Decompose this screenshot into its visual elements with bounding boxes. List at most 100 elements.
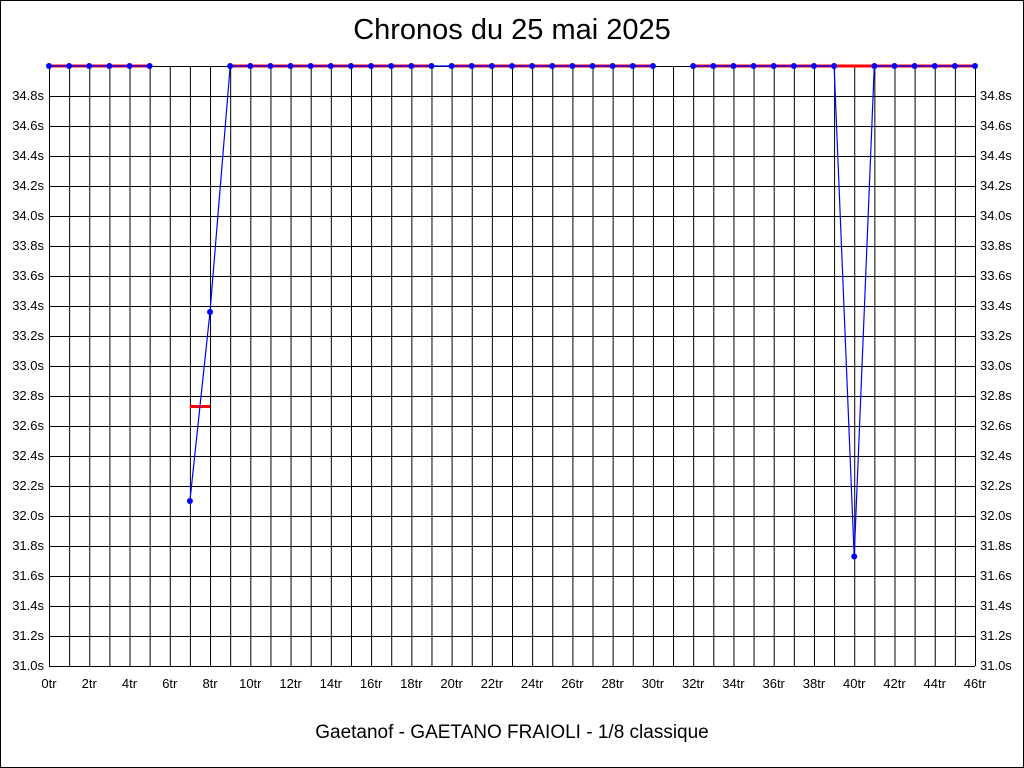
y-tick-label-right: 33.2s bbox=[980, 328, 1012, 343]
data-point bbox=[267, 63, 274, 69]
y-tick-label-right: 32.4s bbox=[980, 448, 1012, 463]
y-tick-label-left: 33.0s bbox=[12, 358, 44, 373]
y-tick-label-left: 34.0s bbox=[12, 208, 44, 223]
x-tick-label: 44tr bbox=[924, 676, 947, 691]
data-point bbox=[730, 63, 737, 69]
data-point bbox=[851, 553, 858, 560]
data-point bbox=[448, 63, 455, 69]
y-tick-label-left: 31.2s bbox=[12, 628, 44, 643]
y-tick-label-left: 32.6s bbox=[12, 418, 44, 433]
data-point bbox=[710, 63, 717, 69]
y-tick-label-right: 33.8s bbox=[980, 238, 1012, 253]
data-point bbox=[186, 498, 193, 504]
data-point bbox=[589, 63, 596, 69]
y-tick-label-left: 34.2s bbox=[12, 178, 44, 193]
data-point bbox=[529, 63, 536, 69]
data-point bbox=[86, 63, 93, 69]
y-tick-label-right: 34.6s bbox=[980, 118, 1012, 133]
data-point bbox=[126, 63, 133, 69]
data-point bbox=[287, 63, 294, 69]
x-tick-label: 36tr bbox=[762, 676, 785, 691]
x-tick-label: 46tr bbox=[964, 676, 987, 691]
data-point bbox=[750, 63, 757, 69]
data-point bbox=[690, 63, 697, 69]
data-point bbox=[931, 63, 938, 69]
y-tick-label-right: 33.4s bbox=[980, 298, 1012, 313]
y-tick-label-left: 31.4s bbox=[12, 598, 44, 613]
y-tick-label-left: 33.4s bbox=[12, 298, 44, 313]
x-tick-label: 28tr bbox=[601, 676, 624, 691]
data-point bbox=[790, 63, 797, 69]
x-tick-label: 40tr bbox=[843, 676, 866, 691]
x-tick-label: 20tr bbox=[440, 676, 463, 691]
y-tick-label-left: 31.0s bbox=[12, 658, 44, 673]
y-tick-label-left: 32.8s bbox=[12, 388, 44, 403]
y-tick-label-right: 33.0s bbox=[980, 358, 1012, 373]
data-point bbox=[227, 63, 234, 69]
x-tick-label: 30tr bbox=[642, 676, 665, 691]
y-tick-label-left: 32.0s bbox=[12, 508, 44, 523]
data-point bbox=[428, 63, 435, 69]
data-point bbox=[307, 63, 314, 69]
data-point bbox=[911, 63, 918, 69]
x-tick-label: 2tr bbox=[82, 676, 98, 691]
x-tick-label: 14tr bbox=[320, 676, 343, 691]
data-point bbox=[408, 63, 415, 69]
data-point bbox=[207, 309, 214, 315]
x-tick-label: 16tr bbox=[360, 676, 383, 691]
x-tick-label: 0tr bbox=[41, 676, 57, 691]
y-tick-label-left: 33.2s bbox=[12, 328, 44, 343]
data-point bbox=[629, 63, 636, 69]
data-point bbox=[347, 63, 354, 69]
data-point bbox=[972, 63, 978, 69]
data-point bbox=[66, 63, 73, 69]
data-point bbox=[106, 63, 113, 69]
x-tick-label: 4tr bbox=[122, 676, 138, 691]
x-tick-label: 12tr bbox=[279, 676, 302, 691]
y-tick-label-left: 32.4s bbox=[12, 448, 44, 463]
data-point bbox=[891, 63, 898, 69]
x-tick-label: 42tr bbox=[883, 676, 906, 691]
y-tick-label-left: 34.4s bbox=[12, 148, 44, 163]
data-point bbox=[569, 63, 576, 69]
y-tick-label-right: 32.8s bbox=[980, 388, 1012, 403]
y-tick-label-right: 34.0s bbox=[980, 208, 1012, 223]
y-tick-label-right: 32.6s bbox=[980, 418, 1012, 433]
data-point bbox=[247, 63, 254, 69]
data-point bbox=[609, 63, 616, 69]
y-tick-label-left: 33.6s bbox=[12, 268, 44, 283]
y-tick-label-left: 32.2s bbox=[12, 478, 44, 493]
y-tick-label-right: 34.4s bbox=[980, 148, 1012, 163]
y-tick-label-left: 33.8s bbox=[12, 238, 44, 253]
data-point bbox=[368, 63, 375, 69]
chart-title: Chronos du 25 mai 2025 bbox=[353, 14, 671, 46]
data-point bbox=[468, 63, 475, 69]
y-tick-label-right: 31.8s bbox=[980, 538, 1012, 553]
data-point bbox=[951, 63, 958, 69]
data-point bbox=[549, 63, 556, 69]
data-point bbox=[46, 63, 52, 69]
y-tick-label-right: 31.6s bbox=[980, 568, 1012, 583]
y-tick-label-left: 34.8s bbox=[12, 88, 44, 103]
data-point bbox=[871, 63, 878, 69]
x-tick-label: 24tr bbox=[521, 676, 544, 691]
chart-footer: Gaetanof - GAETANO FRAIOLI - 1/8 classiq… bbox=[315, 722, 709, 743]
y-tick-label-right: 32.0s bbox=[980, 508, 1012, 523]
x-tick-label: 26tr bbox=[561, 676, 584, 691]
y-tick-label-right: 31.4s bbox=[980, 598, 1012, 613]
x-tick-label: 18tr bbox=[400, 676, 423, 691]
x-tick-label: 38tr bbox=[803, 676, 826, 691]
data-point bbox=[831, 63, 838, 69]
data-point bbox=[509, 63, 515, 69]
data-point bbox=[146, 63, 153, 69]
y-tick-label-left: 31.8s bbox=[12, 538, 44, 553]
x-tick-label: 34tr bbox=[722, 676, 745, 691]
y-tick-label-right: 34.8s bbox=[980, 88, 1012, 103]
y-tick-label-right: 32.2s bbox=[980, 478, 1012, 493]
data-point bbox=[488, 63, 495, 69]
data-point bbox=[810, 63, 817, 69]
series-line bbox=[189, 65, 653, 502]
y-tick-label-right: 31.2s bbox=[980, 628, 1012, 643]
y-tick-label-left: 34.6s bbox=[12, 118, 44, 133]
